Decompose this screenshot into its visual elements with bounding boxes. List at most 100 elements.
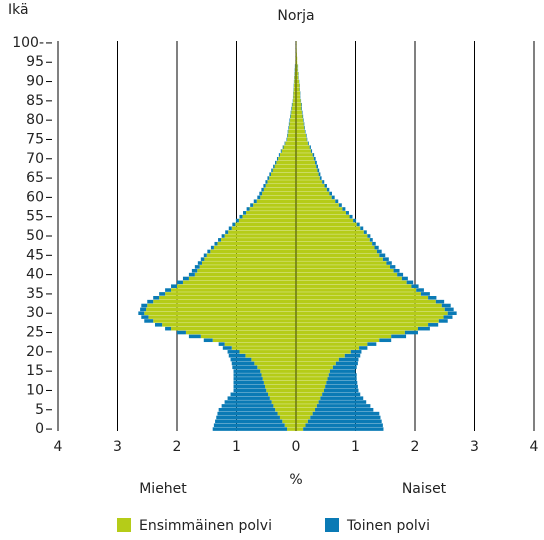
bar: [285, 141, 296, 146]
bar: [296, 129, 305, 134]
x-tick-label: 1: [232, 439, 241, 455]
bar: [217, 241, 296, 246]
bar: [367, 342, 377, 346]
bar: [228, 230, 296, 234]
bar: [228, 353, 246, 358]
bar: [221, 234, 225, 238]
bar: [304, 129, 306, 134]
bar: [267, 176, 270, 180]
bar: [317, 168, 320, 173]
bar: [268, 392, 296, 397]
bar: [296, 373, 329, 377]
bar: [296, 238, 370, 242]
x-tick-label: 2: [173, 439, 182, 455]
bar: [443, 315, 453, 319]
bar: [227, 350, 240, 354]
bar: [316, 404, 371, 408]
bar: [296, 195, 332, 200]
bar: [441, 303, 451, 308]
bar: [324, 184, 327, 188]
bar: [296, 357, 339, 362]
bar: [296, 153, 313, 157]
bar: [260, 195, 296, 200]
bar: [296, 145, 310, 149]
y-tick-label: 5: [35, 402, 44, 418]
bar: [319, 176, 322, 180]
bar: [296, 211, 346, 215]
bar: [232, 365, 258, 370]
bar: [153, 299, 296, 304]
bar: [296, 48, 297, 53]
bar: [212, 338, 296, 343]
y-tick-label: 15: [26, 363, 44, 379]
bar: [204, 257, 296, 261]
bar: [243, 211, 247, 215]
bar: [296, 52, 297, 57]
bar: [287, 427, 296, 431]
bar: [153, 296, 160, 300]
bar: [293, 95, 296, 99]
bar: [296, 199, 336, 204]
bar: [269, 176, 296, 180]
bar: [310, 149, 313, 153]
bar: [338, 203, 342, 207]
bar: [171, 288, 296, 292]
bar: [159, 296, 296, 300]
bar: [296, 315, 444, 319]
bar: [290, 118, 296, 122]
bar: [296, 334, 392, 339]
bar: [212, 427, 288, 431]
bar: [224, 342, 296, 346]
bar: [141, 315, 149, 319]
bar: [253, 203, 296, 207]
bar: [296, 411, 313, 416]
bar: [239, 350, 296, 354]
bar: [296, 353, 345, 358]
bar: [303, 122, 305, 126]
bar: [350, 350, 362, 354]
bar: [221, 238, 296, 242]
bar: [296, 172, 319, 176]
bar: [323, 388, 359, 393]
bar: [322, 392, 361, 397]
bar: [203, 338, 213, 343]
bar: [261, 373, 296, 377]
y-tick-label: 40: [26, 267, 44, 283]
bar: [296, 87, 300, 92]
bar: [154, 323, 163, 327]
bar: [296, 102, 302, 107]
bar: [218, 342, 225, 346]
y-tick-label: 65: [26, 170, 44, 186]
bar: [148, 315, 296, 319]
legend-swatch: [117, 518, 131, 532]
bar: [287, 133, 288, 138]
bar: [318, 172, 321, 176]
x-tick-label: 0: [292, 439, 301, 455]
y-tick-label: 80: [26, 112, 44, 128]
bar: [233, 369, 261, 373]
y-tick-label: 25: [26, 325, 44, 341]
bar: [283, 145, 296, 149]
bar: [228, 226, 232, 231]
bar: [428, 296, 437, 300]
bar: [278, 153, 280, 157]
bar: [327, 377, 357, 381]
bar: [302, 114, 304, 119]
bar: [296, 365, 333, 370]
bar: [306, 133, 307, 138]
bar: [296, 241, 373, 246]
y-tick-label: 35: [26, 286, 44, 302]
bar: [140, 307, 147, 312]
bar: [393, 268, 400, 273]
bar: [265, 180, 268, 184]
bar: [277, 411, 296, 416]
bar: [213, 423, 285, 427]
bar: [379, 338, 392, 343]
bar: [332, 365, 357, 370]
bar: [296, 222, 357, 227]
bar: [262, 377, 296, 381]
bar: [177, 330, 186, 335]
bar: [296, 400, 319, 404]
bar: [260, 369, 296, 373]
legend-label: Toinen polvi: [346, 518, 430, 534]
